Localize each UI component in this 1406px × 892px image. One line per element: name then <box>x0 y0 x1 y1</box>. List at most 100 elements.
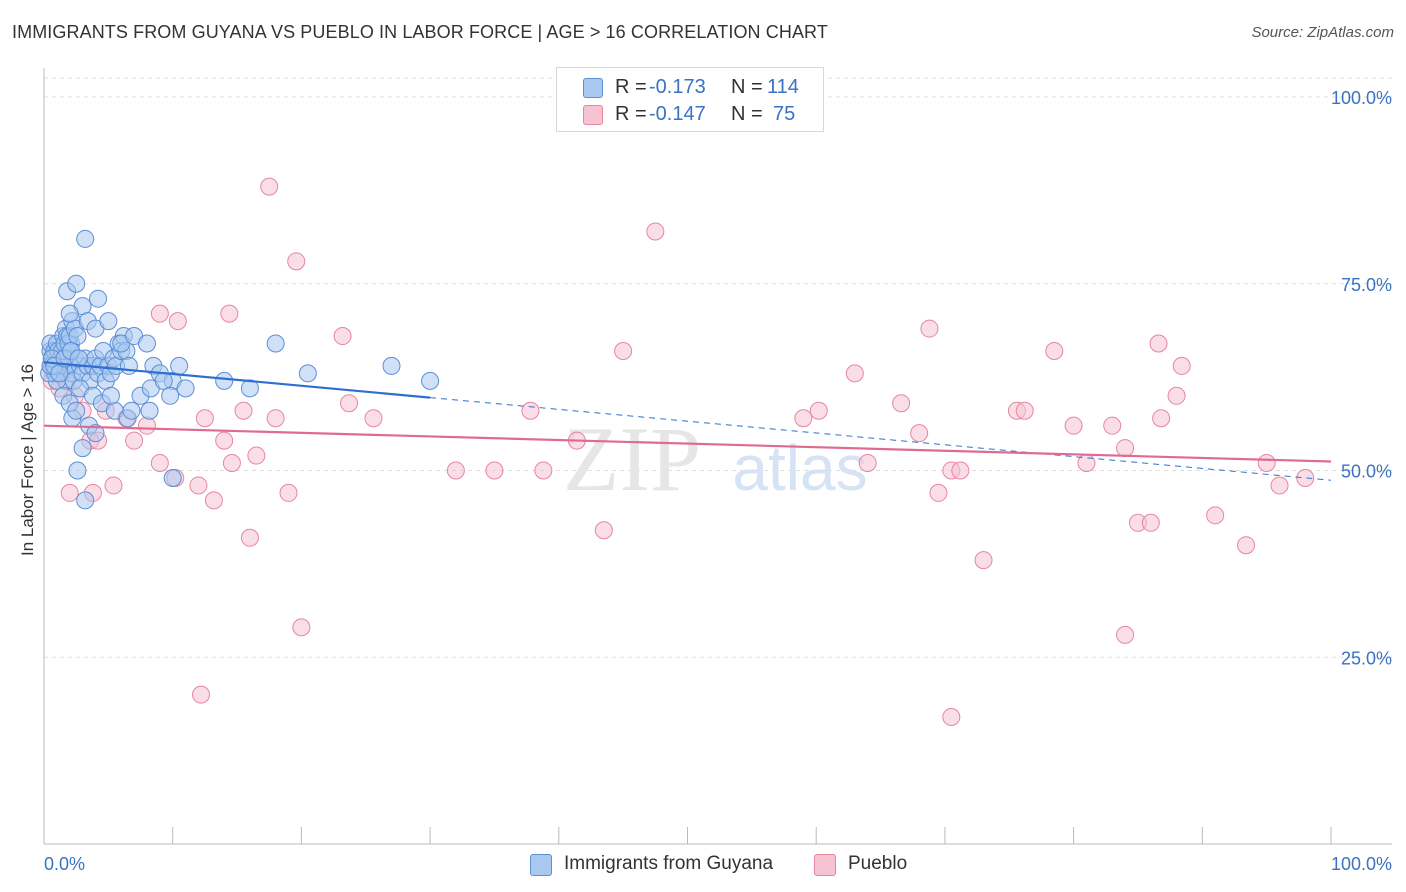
guyana-point <box>67 401 86 420</box>
guyana-points <box>40 229 440 510</box>
pueblo-point <box>60 483 79 502</box>
pueblo-point <box>809 401 828 420</box>
legend-r-value: -0.173 <box>649 76 706 98</box>
pueblo-point <box>220 304 239 323</box>
y-tick-label: 75.0% <box>1341 275 1392 295</box>
legend-r-value: -0.147 <box>649 103 706 125</box>
legend-label-pueblo: Pueblo <box>848 853 908 874</box>
pueblo-point <box>204 491 223 510</box>
chart-title: IMMIGRANTS FROM GUYANA VS PUEBLO IN LABO… <box>12 22 828 42</box>
pueblo-point <box>892 394 911 413</box>
guyana-point <box>67 274 86 293</box>
watermark-atlas: atlas <box>732 432 867 504</box>
pueblo-point <box>1296 468 1315 487</box>
guyana-point <box>68 327 87 346</box>
source-credit: Source: ZipAtlas.com <box>1251 24 1394 41</box>
pueblo-point <box>333 327 352 346</box>
pueblo-point <box>150 454 169 473</box>
pueblo-point <box>1116 439 1135 458</box>
legend-r-label: R = <box>615 103 647 125</box>
pueblo-point <box>260 177 279 196</box>
x-tick-labels: 0.0% 100.0% <box>44 854 1392 874</box>
guyana-point <box>76 491 95 510</box>
guyana-point <box>421 371 440 390</box>
pueblo-point <box>929 483 948 502</box>
pueblo-point <box>195 409 214 428</box>
pueblo-point <box>125 431 144 450</box>
pueblo-point <box>951 461 970 480</box>
pueblo-point <box>104 476 123 495</box>
pueblo-point <box>1141 513 1160 532</box>
guyana-point <box>170 356 189 375</box>
guyana-point <box>137 334 156 353</box>
pueblo-point <box>920 319 939 338</box>
guyana-point <box>60 304 79 323</box>
series-legend: Immigrants from Guyana Pueblo <box>0 852 1406 880</box>
pueblo-point <box>340 394 359 413</box>
legend-n-label: N = <box>731 103 763 125</box>
pueblo-point <box>446 461 465 480</box>
pueblo-points <box>42 177 1315 727</box>
pueblo-point <box>292 618 311 637</box>
pueblo-point <box>942 708 961 727</box>
pueblo-point <box>845 364 864 383</box>
pueblo-point <box>1172 356 1191 375</box>
watermark: ZIP atlas <box>563 408 868 510</box>
guyana-point <box>122 401 141 420</box>
guyana-point <box>140 401 159 420</box>
pueblo-point <box>1270 476 1289 495</box>
guyana-point <box>101 386 120 405</box>
guyana-point <box>154 371 173 390</box>
pueblo-point <box>137 416 156 435</box>
pueblo-trend-line <box>43 424 1332 463</box>
pueblo-point <box>189 476 208 495</box>
pueblo-point <box>279 483 298 502</box>
axes <box>43 68 1392 845</box>
guyana-point <box>68 461 87 480</box>
guyana-point <box>99 312 118 331</box>
pueblo-point <box>150 304 169 323</box>
legend-label-guyana: Immigrants from Guyana <box>564 853 774 874</box>
x-tick-label-min: 0.0% <box>44 854 85 874</box>
y-tick-label: 25.0% <box>1341 648 1392 668</box>
legend-swatch-pink <box>814 854 836 876</box>
pueblo-point <box>974 551 993 570</box>
pueblo-point <box>794 409 813 428</box>
guyana-point <box>50 364 69 383</box>
legend-swatch-blue <box>583 78 603 98</box>
pueblo-point <box>614 341 633 360</box>
pueblo-point <box>192 685 211 704</box>
legend-swatch-pink <box>583 105 603 125</box>
pueblo-point <box>1149 334 1168 353</box>
pueblo-point <box>910 424 929 443</box>
pueblo-point <box>1045 341 1064 360</box>
guyana-trend-extension <box>430 397 1332 481</box>
pueblo-point <box>1015 401 1034 420</box>
pueblo-point <box>1152 409 1171 428</box>
guyana-trend-line <box>43 361 431 399</box>
pueblo-point <box>1206 506 1225 525</box>
guyana-point <box>76 229 95 248</box>
guyana-point <box>161 386 180 405</box>
y-tick-labels: 25.0% 50.0% 75.0% 100.0% <box>1331 88 1392 668</box>
correlation-legend: R = -0.173 N = 114 R = -0.147 N = 75 <box>556 67 824 132</box>
pueblo-point <box>364 409 383 428</box>
pueblo-point <box>646 222 665 241</box>
pueblo-point <box>1103 416 1122 435</box>
guyana-point <box>240 379 259 398</box>
guyana-point <box>298 364 317 383</box>
guyana-point <box>176 379 195 398</box>
legend-n-label: N = <box>731 76 763 98</box>
guyana-point <box>266 334 285 353</box>
pueblo-point <box>266 409 285 428</box>
pueblo-point <box>485 461 504 480</box>
guyana-point <box>73 439 92 458</box>
pueblo-point <box>1064 416 1083 435</box>
pueblo-point <box>534 461 553 480</box>
pueblo-point <box>1237 536 1256 555</box>
legend-row-pueblo: R = -0.147 N = 75 <box>557 101 823 129</box>
guyana-point <box>382 356 401 375</box>
pueblo-point <box>247 446 266 465</box>
pueblo-point <box>594 521 613 540</box>
